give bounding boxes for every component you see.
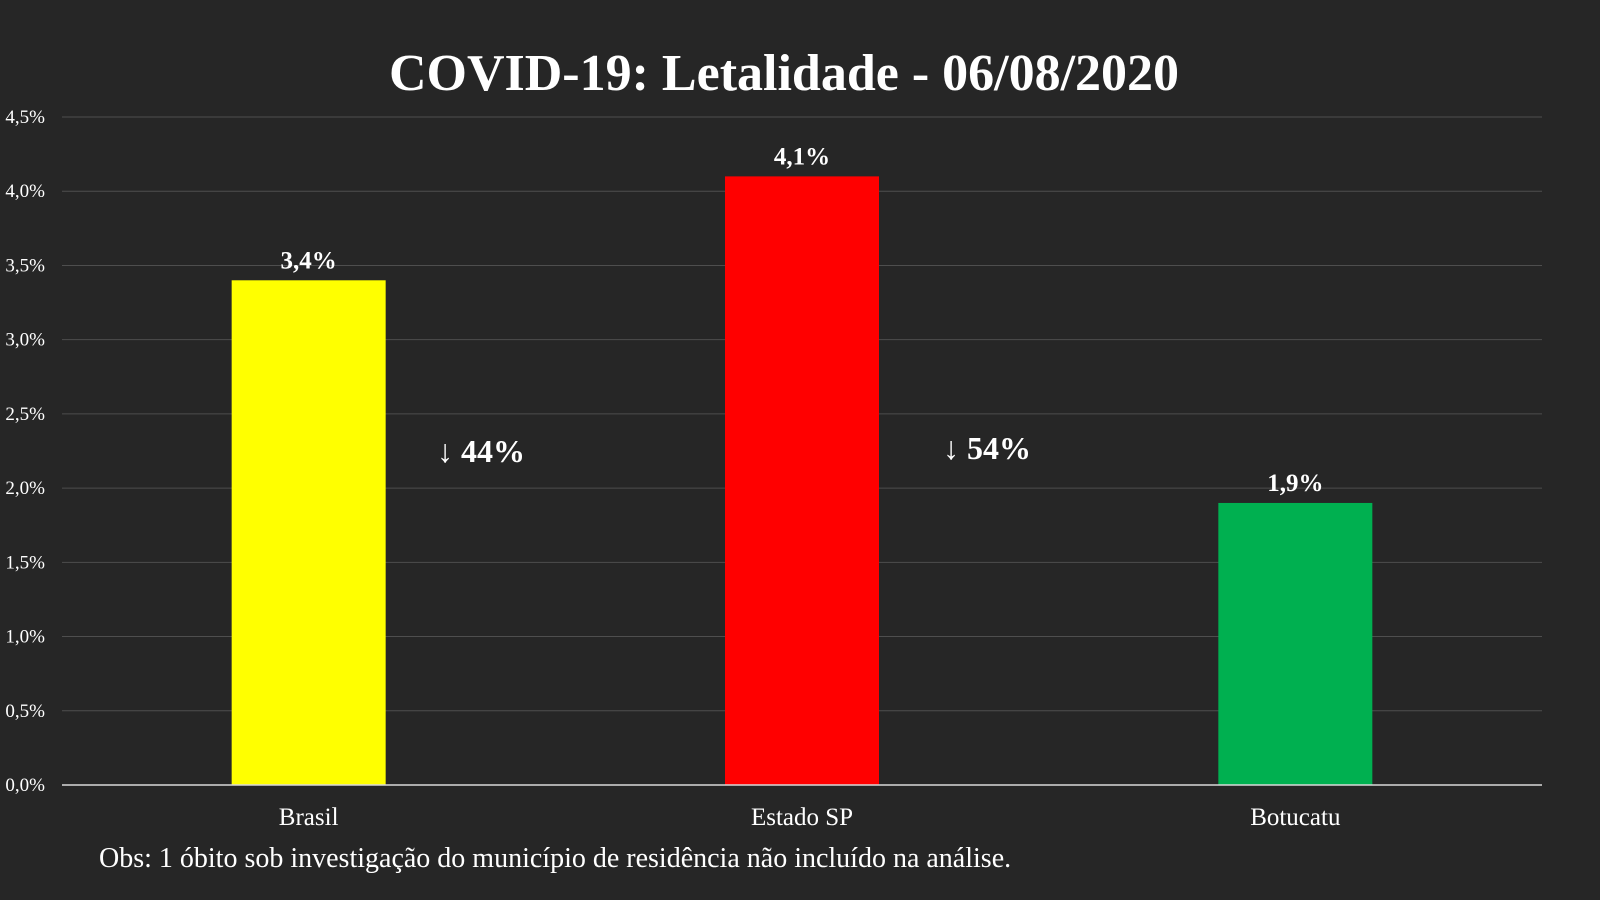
- data-label: 1,9%: [1267, 470, 1323, 497]
- footnote: Obs: 1 óbito sob investigação do municíp…: [99, 843, 1011, 874]
- y-tick-label: 0,5%: [5, 701, 45, 722]
- annotation-sp-vs-botucatu: ↓ 54%: [943, 430, 1031, 466]
- y-tick-label: 0,0%: [5, 775, 45, 796]
- bar-estado-sp: [725, 176, 879, 785]
- data-label: 4,1%: [774, 143, 830, 170]
- y-tick-label: 1,0%: [5, 627, 45, 648]
- bar-botucatu: [1218, 502, 1373, 785]
- bar-brasil: [231, 280, 386, 785]
- x-tick-label: Botucatu: [1250, 804, 1341, 831]
- y-tick-label: 4,5%: [5, 107, 45, 128]
- chart-title: COVID-19: Letalidade - 06/08/2020: [389, 45, 1179, 102]
- data-label: 3,4%: [281, 247, 337, 274]
- y-tick-label: 4,0%: [5, 181, 45, 202]
- y-tick-label: 3,0%: [5, 330, 45, 351]
- x-tick-label: Estado SP: [751, 804, 853, 831]
- y-tick-label: 2,5%: [5, 404, 45, 425]
- annotation-brasil-vs-botucatu: ↓ 44%: [437, 433, 525, 469]
- y-tick-label: 3,5%: [5, 255, 45, 276]
- y-tick-label: 1,5%: [5, 552, 45, 573]
- y-tick-label: 2,0%: [5, 478, 45, 499]
- x-tick-label: Brasil: [279, 804, 339, 831]
